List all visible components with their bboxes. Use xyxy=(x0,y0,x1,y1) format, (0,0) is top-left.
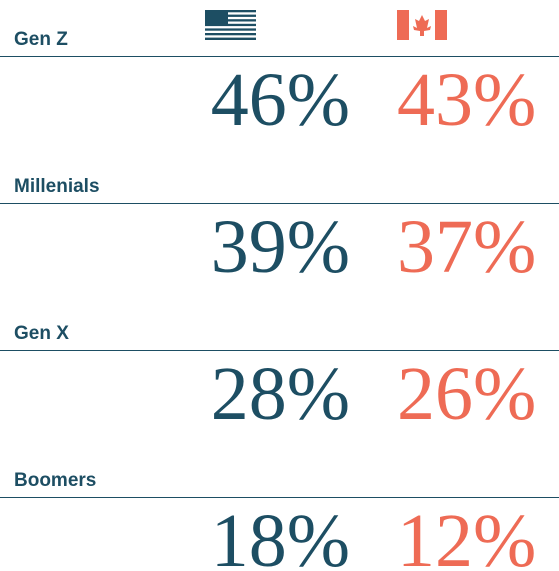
us-percent: 46% xyxy=(211,58,350,142)
generation-label: Millenials xyxy=(14,176,100,197)
canada-percent: 12% xyxy=(397,499,536,571)
generation-label: Gen X xyxy=(14,323,69,344)
canada-percent: 26% xyxy=(397,352,536,436)
canada-percent: 37% xyxy=(397,205,536,289)
generation-label: Gen Z xyxy=(14,29,68,50)
us-percent: 18% xyxy=(211,499,350,571)
us-percent: 39% xyxy=(211,205,350,289)
us-flag xyxy=(205,10,256,40)
us-percent: 28% xyxy=(211,352,350,436)
canada-percent: 43% xyxy=(397,58,536,142)
generation-label: Boomers xyxy=(14,470,96,491)
canada-flag xyxy=(397,10,447,40)
